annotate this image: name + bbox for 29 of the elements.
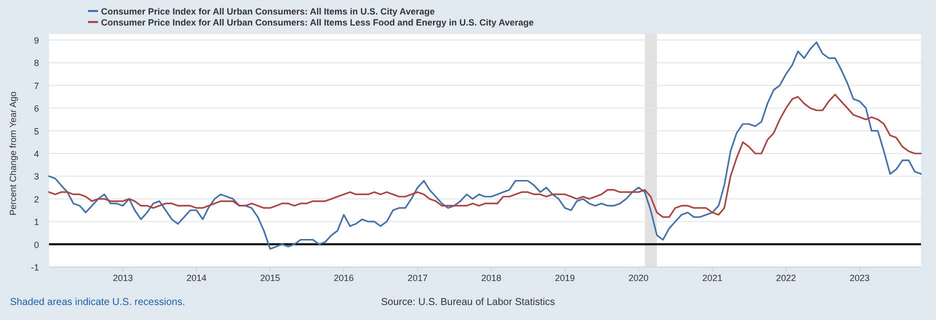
- y-tick-label: 0: [34, 240, 39, 250]
- x-tick-label: 2014: [186, 273, 206, 283]
- x-tick-label: 2021: [702, 273, 722, 283]
- y-tick-label: 8: [34, 58, 39, 68]
- y-axis-title: Percent Change from Year Ago: [8, 91, 18, 216]
- x-tick-label: 2015: [260, 273, 280, 283]
- source-note: Source: U.S. Bureau of Labor Statistics: [381, 297, 555, 308]
- x-tick-label: 2019: [554, 273, 575, 283]
- y-tick-label: 4: [34, 149, 39, 159]
- y-tick-label: 7: [34, 80, 39, 91]
- y-tick-label: 6: [34, 104, 39, 114]
- y-tick-label: 2: [34, 194, 39, 204]
- legend-label: Consumer Price Index for All Urban Consumers: All Items in U.S. City Average: [101, 6, 435, 16]
- line-series: [48, 41, 922, 250]
- line-series: [48, 94, 922, 218]
- legend-label: Consumer Price Index for All Urban Consumers: All Items Less Food and Energy in U.S. City Average: [101, 18, 534, 28]
- y-tick-label: -1: [30, 262, 39, 272]
- text: Shaded areas indicate U.S. recessions.: [10, 297, 186, 308]
- x-tick-label: 2016: [334, 273, 354, 283]
- x-tick-label: 2013: [112, 273, 133, 283]
- x-tick-label: 2020: [628, 273, 649, 283]
- x-tick-label: 2018: [481, 273, 502, 283]
- y-tick-label: 3: [34, 172, 39, 182]
- x-tick-label: 2023: [850, 273, 870, 283]
- x-tick-label: 2022: [776, 273, 796, 283]
- y-tick-label: 5: [34, 126, 39, 136]
- y-tick-label: 9: [34, 36, 39, 46]
- x-tick-label: 2017: [408, 273, 428, 283]
- y-tick-label: 1: [34, 217, 39, 228]
